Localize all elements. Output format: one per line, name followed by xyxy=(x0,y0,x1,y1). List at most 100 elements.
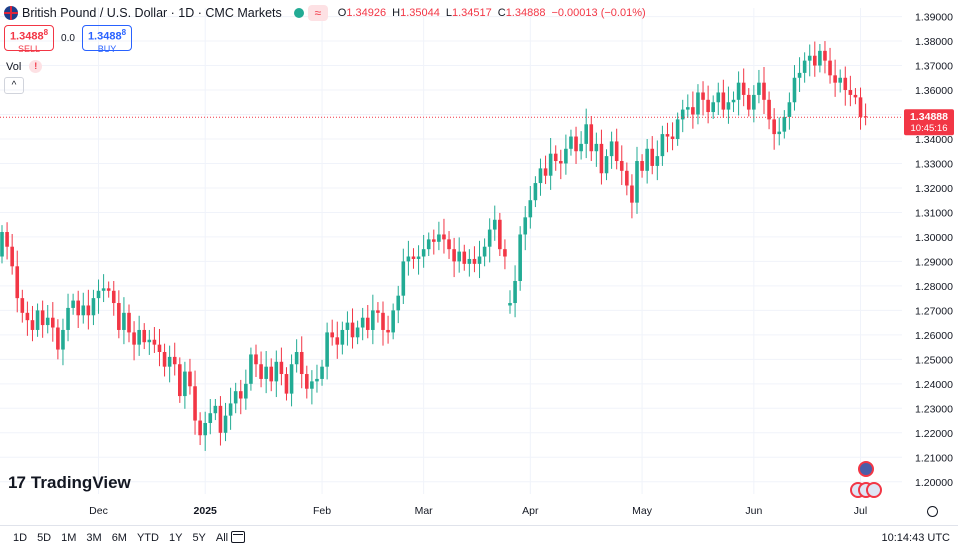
candle xyxy=(503,239,507,270)
candle xyxy=(147,329,152,355)
candle xyxy=(233,382,238,414)
wave-icon[interactable]: ≈ xyxy=(307,5,328,21)
candle xyxy=(355,320,360,345)
candle-body xyxy=(447,239,451,250)
candle-body xyxy=(401,261,406,296)
candle xyxy=(670,122,675,151)
candle-body xyxy=(162,351,167,367)
range-button-5d[interactable]: 5D xyxy=(37,532,52,544)
candle xyxy=(528,185,533,229)
candle-body xyxy=(360,317,365,328)
candle xyxy=(716,82,721,115)
candle xyxy=(777,117,782,146)
time-axis[interactable]: Dec 2025 Feb Mar Apr May Jun Jul xyxy=(89,505,867,517)
candle-body xyxy=(51,317,55,328)
candle-body xyxy=(594,143,599,152)
range-button-1d[interactable]: 1D xyxy=(13,532,28,544)
range-button-all[interactable]: All xyxy=(215,532,229,544)
symbol-title[interactable]: British Pound / U.S. Dollar · 1D · CMC M… xyxy=(22,6,282,20)
candle xyxy=(584,108,588,159)
price-axis[interactable]: 1.390001.380001.370001.360001.350001.340… xyxy=(915,12,953,489)
last-price-tag[interactable] xyxy=(904,109,954,136)
candle-body xyxy=(335,337,340,345)
candle-body xyxy=(757,82,761,95)
candle xyxy=(172,342,177,376)
candle xyxy=(386,315,390,344)
volume-indicator[interactable]: Vol ! xyxy=(6,60,43,73)
candle-body xyxy=(548,153,553,176)
candle xyxy=(660,125,665,166)
time-tick-label: Apr xyxy=(522,505,539,517)
candle xyxy=(482,238,487,267)
candle-body xyxy=(665,134,670,137)
candle xyxy=(76,290,80,329)
range-button-1y[interactable]: 1Y xyxy=(168,532,183,544)
candle xyxy=(310,370,314,405)
candle xyxy=(619,145,624,186)
candle-body xyxy=(223,415,228,433)
price-tick-label: 1.23000 xyxy=(915,403,953,415)
candle xyxy=(604,149,609,181)
range-button-1m[interactable]: 1M xyxy=(61,532,77,544)
buy-button[interactable]: 1.34888 BUY xyxy=(82,25,132,54)
warning-icon[interactable]: ! xyxy=(29,60,43,73)
candle-body xyxy=(294,351,299,365)
trade-buttons: 1.34888 SELL 0.0 1.34888 BUY xyxy=(4,25,132,54)
candle xyxy=(218,396,223,446)
time-tick-label: 2025 xyxy=(194,505,218,517)
market-open-dot-icon xyxy=(293,8,304,18)
candle xyxy=(193,370,197,435)
us-event-icon[interactable] xyxy=(866,482,882,498)
candle xyxy=(838,69,842,93)
candle-body xyxy=(650,148,655,166)
candle-body xyxy=(538,168,543,184)
candle xyxy=(401,248,406,305)
candle-body xyxy=(71,300,75,308)
gb-event-icon[interactable] xyxy=(858,461,874,477)
settings-gear-icon[interactable] xyxy=(927,506,938,517)
candle-body xyxy=(462,251,467,264)
candle xyxy=(61,318,65,366)
candle xyxy=(691,91,695,129)
gbp-usd-flag-icon xyxy=(4,6,18,20)
range-button-5y[interactable]: 5Y xyxy=(192,532,206,544)
candle xyxy=(0,225,4,264)
utc-clock[interactable]: 10:14:43 UTC xyxy=(881,532,950,544)
range-button-6m[interactable]: 6M xyxy=(111,532,127,544)
candle xyxy=(807,44,812,77)
candle xyxy=(548,138,553,190)
candle xyxy=(96,279,101,314)
candle xyxy=(101,274,106,303)
time-tick-label: Mar xyxy=(415,505,434,517)
candle-body xyxy=(696,92,700,115)
candle xyxy=(416,245,421,275)
sell-button[interactable]: 1.34888 SELL xyxy=(4,25,54,54)
candle-body xyxy=(340,329,345,345)
candle xyxy=(564,134,568,175)
candle xyxy=(274,350,279,398)
grid-lines xyxy=(0,8,902,494)
candle xyxy=(696,84,700,125)
candle-body xyxy=(132,332,136,345)
candle-body xyxy=(96,290,101,299)
candle-body xyxy=(315,378,319,382)
candle xyxy=(543,155,548,185)
candle xyxy=(787,92,792,130)
candle-body xyxy=(279,361,284,375)
candle xyxy=(818,43,822,73)
collapse-chevron-up-icon[interactable]: ^ xyxy=(4,77,24,94)
price-tick-label: 1.20000 xyxy=(915,477,953,489)
candle xyxy=(264,351,268,394)
price-tick-label: 1.27000 xyxy=(915,305,953,317)
candle xyxy=(91,289,96,326)
range-button-ytd[interactable]: YTD xyxy=(136,532,159,544)
candle xyxy=(330,319,334,346)
candle-body xyxy=(396,295,401,311)
candle-body xyxy=(818,50,822,66)
range-button-3m[interactable]: 3M xyxy=(86,532,102,544)
candle-body xyxy=(863,116,868,118)
candle xyxy=(117,290,121,339)
calendar-icon[interactable] xyxy=(231,531,245,543)
ohlc-open: O1.34926 xyxy=(337,7,387,19)
